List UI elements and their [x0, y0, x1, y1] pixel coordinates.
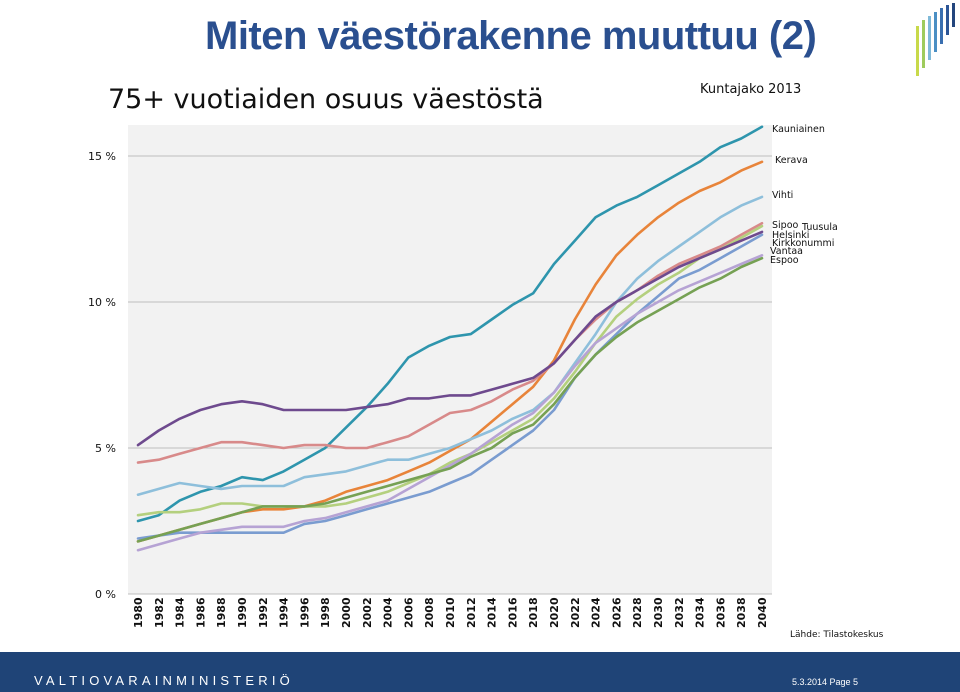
series-label: Helsinki: [772, 230, 809, 241]
x-tick-label: 1992: [257, 597, 270, 628]
line-chart: 0 % 5 % 10 % 15 % 1980 1982 1984 1986 1988 1990 1…: [88, 124, 838, 628]
series-line: [136, 230, 764, 447]
x-tick-label: 2004: [382, 597, 395, 628]
x-tick-label: 2038: [735, 597, 748, 628]
x-tick-label: 2036: [714, 597, 727, 628]
x-tick-label: 2002: [361, 597, 374, 628]
x-tick-label: 2018: [527, 597, 540, 628]
series-line: [136, 254, 764, 552]
footer-bar: VALTIOVARAINMINISTERIÖ 5.3.2014 Page 5: [0, 652, 960, 692]
x-tick-label: 2022: [569, 597, 582, 628]
x-tick-label: 1980: [132, 597, 145, 628]
x-tick-label: 1986: [194, 597, 207, 628]
ministry-logo-icon: [916, 3, 955, 76]
x-tick-label: 2026: [610, 597, 623, 628]
chart-subtitle: Kuntajako 2013: [700, 82, 802, 97]
x-tick-label: 2020: [548, 597, 561, 628]
footer-date-page: 5.3.2014 Page 5: [792, 677, 859, 687]
x-tick-label: 2030: [652, 597, 665, 628]
x-tick-label: 2010: [444, 597, 457, 628]
source-note: Lähde: Tilastokeskus: [790, 630, 884, 640]
y-tick-label: 0 %: [95, 588, 116, 601]
x-tick-label: 1984: [174, 597, 187, 628]
footer-ministry-name: VALTIOVARAINMINISTERIÖ: [34, 673, 294, 688]
series-label: Vihti: [772, 190, 793, 201]
series-label: Kirkkonummi: [772, 238, 834, 249]
y-tick-label: 15 %: [88, 150, 116, 163]
x-tick-label: 2008: [423, 597, 436, 628]
x-tick-label: 2024: [590, 597, 603, 628]
series-line: [136, 224, 764, 517]
series-line: [136, 125, 764, 523]
x-tick-label: 1990: [236, 597, 249, 628]
x-tick-label: 2006: [402, 597, 415, 628]
x-tick-label: 2040: [756, 597, 769, 628]
series-label: Kauniainen: [772, 124, 825, 135]
x-tick-label: 1982: [153, 597, 166, 628]
x-tick-label: 1994: [278, 597, 291, 628]
x-tick-label: 2012: [465, 597, 478, 628]
x-tick-label: 2000: [340, 597, 353, 628]
series-label: Espoo: [770, 255, 799, 266]
x-tick-label: 2028: [631, 597, 644, 628]
x-tick-label: 1988: [215, 597, 228, 628]
y-tick-label: 5 %: [95, 442, 116, 455]
x-tick-label: 1996: [298, 597, 311, 628]
plot-area: [128, 125, 772, 594]
series-line: [136, 221, 764, 464]
x-tick-label: 2034: [694, 597, 707, 628]
series-line: [136, 233, 764, 540]
series-label: Kerava: [775, 155, 808, 166]
x-tick-label: 2014: [486, 597, 499, 628]
series-label: Sipoo: [772, 220, 799, 231]
chart-title: 75+ vuotiaiden osuus väestöstä: [108, 84, 544, 115]
series-label: Tuusula: [801, 222, 838, 233]
series-line: [136, 256, 764, 543]
y-tick-label: 10 %: [88, 296, 116, 309]
x-tick-label: 2032: [673, 597, 686, 628]
x-tick-label: 1998: [319, 597, 332, 628]
x-tick-label: 2016: [506, 597, 519, 628]
slide-title: Miten väestörakenne muuttuu (2): [205, 14, 817, 58]
series-label: Vantaa: [770, 246, 803, 257]
series-line: [136, 195, 764, 497]
